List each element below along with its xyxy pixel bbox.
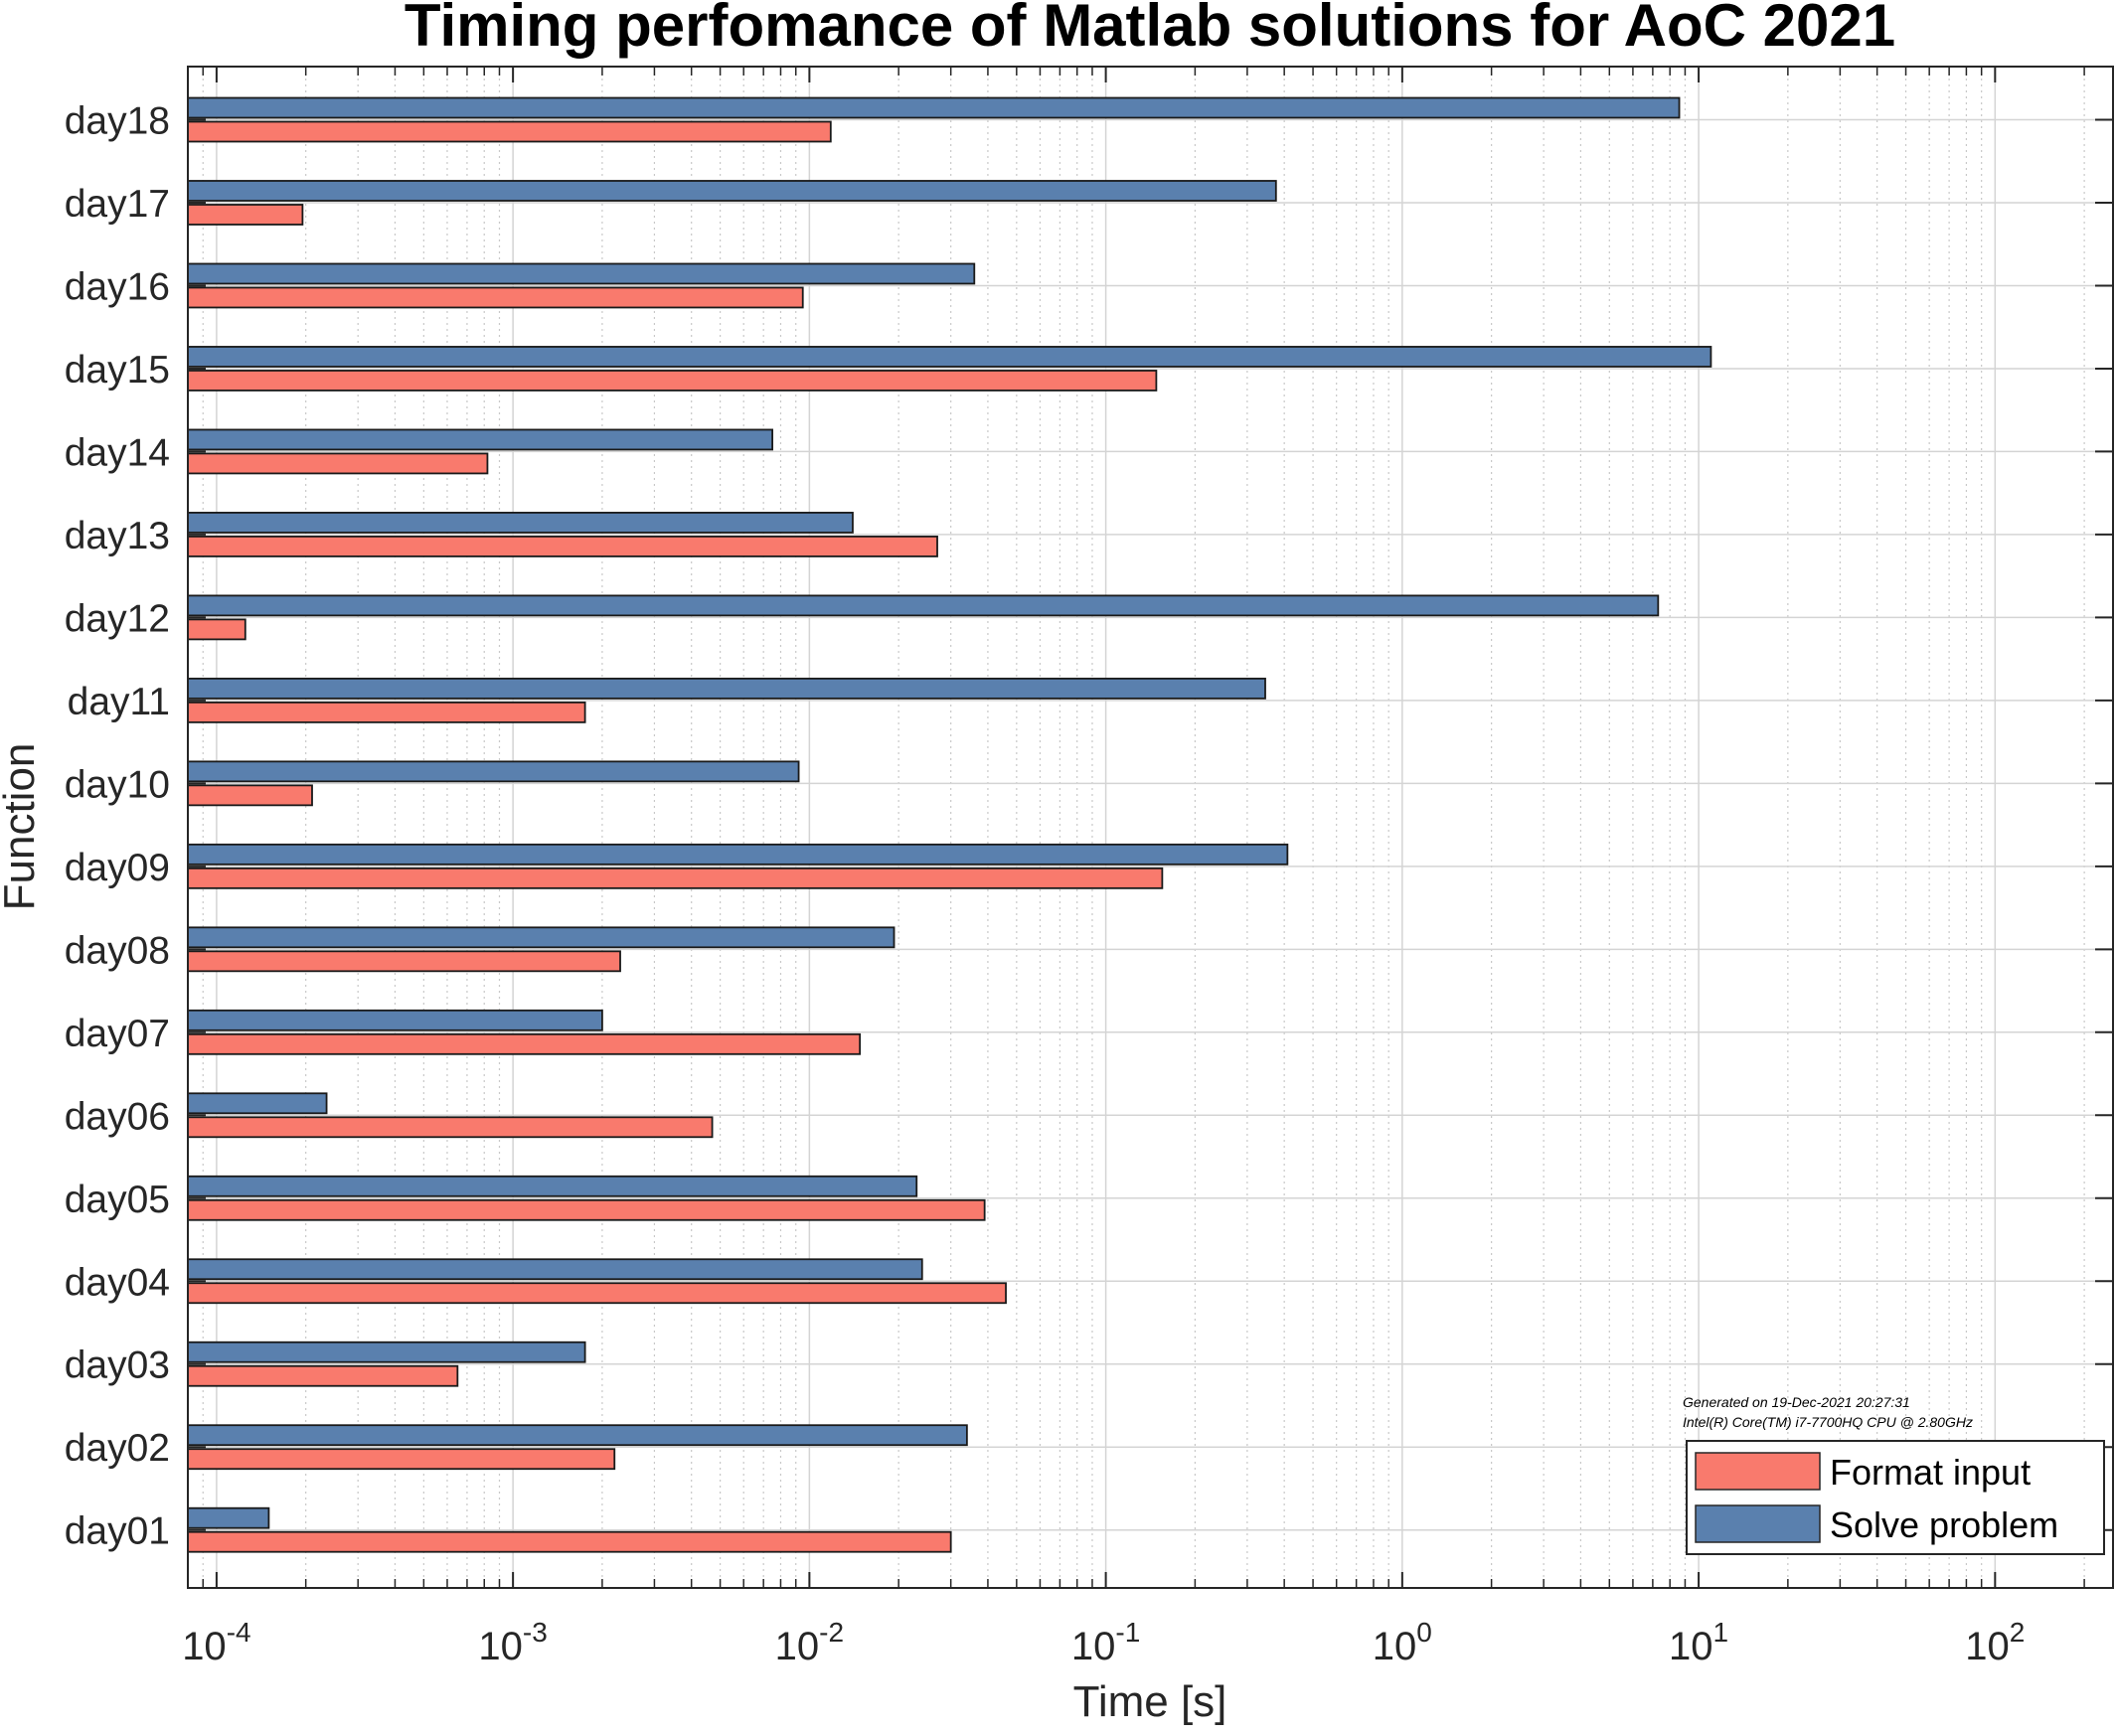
- bar-format-input-day15: [187, 370, 1158, 392]
- plot-area-frame: [187, 66, 2114, 1589]
- grid-lines: [188, 67, 2113, 1588]
- bar-solve-problem-day13: [187, 512, 854, 534]
- bar-format-input-day14: [187, 452, 489, 475]
- y-tick-label: day13: [65, 515, 170, 557]
- generation-note: Generated on 19-Dec-2021 20:27:31 Intel(…: [1683, 1394, 1973, 1430]
- legend-label-format-input: Format input: [1830, 1452, 2031, 1493]
- bar-format-input-day05: [187, 1198, 986, 1221]
- bar-format-input-day09: [187, 867, 1164, 889]
- y-tick-label: day07: [65, 1013, 170, 1055]
- x-tick-label: 10-2: [775, 1617, 844, 1668]
- bar-solve-problem-day11: [187, 677, 1266, 700]
- bar-solve-problem-day05: [187, 1175, 918, 1197]
- x-tick-label: 102: [1965, 1617, 2025, 1668]
- legend-swatch-format-input: [1695, 1452, 1821, 1491]
- bar-format-input-day03: [187, 1364, 459, 1387]
- bar-format-input-day01: [187, 1530, 952, 1553]
- y-tick-label: day08: [65, 929, 170, 972]
- bar-solve-problem-day02: [187, 1424, 968, 1447]
- bar-format-input-day18: [187, 120, 832, 143]
- y-tick-label: day17: [65, 183, 170, 226]
- y-tick-label: day11: [68, 681, 170, 723]
- legend-label-solve-problem: Solve problem: [1830, 1504, 2058, 1545]
- y-tick-label: day01: [65, 1510, 170, 1553]
- bar-solve-problem-day07: [187, 1009, 603, 1031]
- bar-solve-problem-day09: [187, 843, 1289, 866]
- x-tick-label: 10-4: [182, 1617, 250, 1668]
- y-tick-label: day03: [65, 1344, 170, 1387]
- y-tick-label: day06: [65, 1095, 170, 1138]
- bar-format-input-day10: [187, 784, 313, 807]
- x-axis-label: Time [s]: [1073, 1677, 1227, 1726]
- y-tick-label: day15: [65, 349, 170, 392]
- y-axis-label: Function: [0, 743, 44, 911]
- bar-solve-problem-day12: [187, 594, 1660, 617]
- x-tick-label: 100: [1373, 1617, 1432, 1668]
- y-tick-label: day18: [65, 100, 170, 143]
- generated-timestamp: Generated on 19-Dec-2021 20:27:31: [1683, 1394, 1910, 1410]
- y-tick-label: day02: [65, 1427, 170, 1470]
- chart-title: Timing perfomance of Matlab solutions fo…: [405, 0, 1895, 59]
- bar-format-input-day13: [187, 536, 938, 557]
- bar-solve-problem-day16: [187, 262, 976, 285]
- axes: 10-4 10-3 10-2 10-1 100 101 102 day01 day02 day03…: [65, 67, 2113, 1668]
- bar-solve-problem-day14: [187, 428, 774, 451]
- x-tick-label: 101: [1669, 1617, 1728, 1668]
- bar-format-input-day04: [187, 1282, 1007, 1305]
- cpu-info: Intel(R) Core(TM) i7-7700HQ CPU @ 2.80GH…: [1683, 1414, 1973, 1430]
- x-tick-label: 10-3: [478, 1617, 547, 1668]
- legend: Format input Solve problem: [1686, 1440, 2105, 1555]
- bar-format-input-day17: [187, 204, 304, 226]
- bars: [187, 96, 1712, 1553]
- bar-solve-problem-day01: [187, 1506, 270, 1529]
- bar-solve-problem-day08: [187, 926, 896, 949]
- y-tick-label: day14: [65, 431, 170, 474]
- y-tick-label: day05: [65, 1179, 170, 1221]
- bar-solve-problem-day03: [187, 1341, 586, 1363]
- bar-format-input-day08: [187, 950, 621, 973]
- bar-format-input-day02: [187, 1448, 616, 1471]
- y-tick-label: day04: [65, 1261, 170, 1304]
- bar-solve-problem-day04: [187, 1258, 923, 1281]
- bar-solve-problem-day15: [187, 346, 1712, 368]
- legend-swatch-solve-problem: [1695, 1504, 1821, 1543]
- x-tick-label: 10-1: [1071, 1617, 1140, 1668]
- bar-solve-problem-day06: [187, 1092, 328, 1115]
- y-tick-label: day16: [65, 265, 170, 308]
- bar-format-input-day16: [187, 286, 804, 309]
- bar-solve-problem-day10: [187, 760, 800, 783]
- bar-format-input-day11: [187, 701, 586, 723]
- y-tick-label: day10: [65, 763, 170, 806]
- bar-format-input-day06: [187, 1116, 714, 1139]
- bar-format-input-day12: [187, 618, 246, 641]
- y-tick-label: day09: [65, 847, 170, 889]
- y-tick-label: day12: [65, 597, 170, 640]
- bar-solve-problem-day18: [187, 96, 1681, 119]
- bar-solve-problem-day17: [187, 180, 1277, 202]
- bar-format-input-day07: [187, 1032, 862, 1055]
